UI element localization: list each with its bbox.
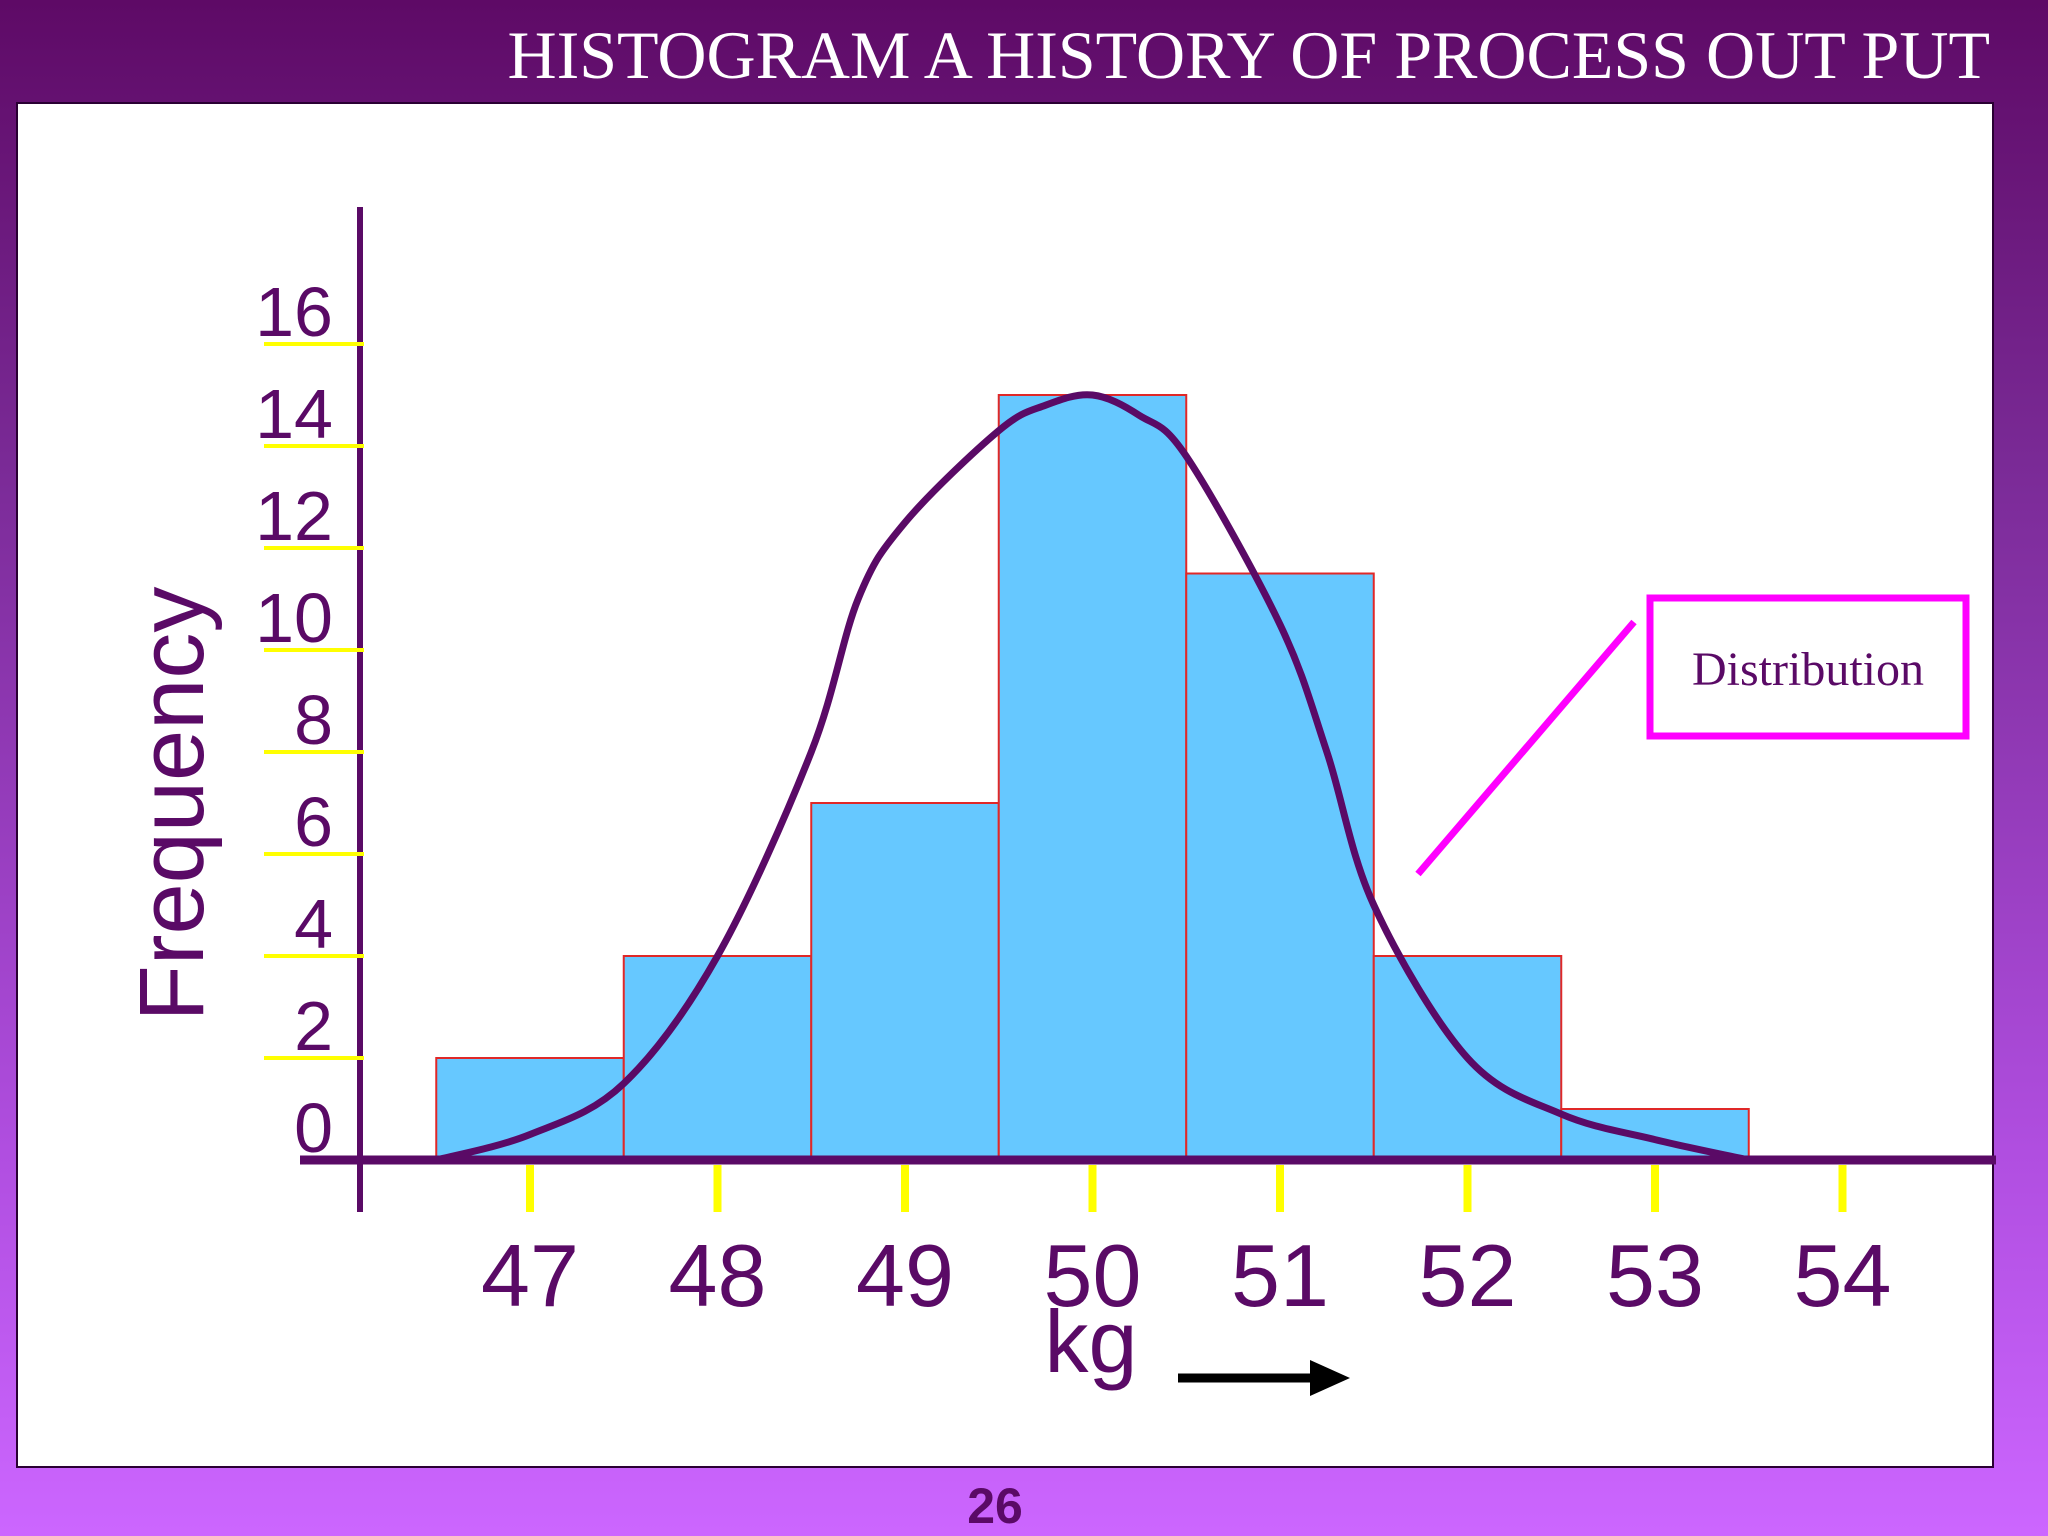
x-axis-arrow-head xyxy=(1310,1360,1350,1396)
y-tick-label-10: 10 xyxy=(255,579,333,657)
x-tick-label-50: 50 xyxy=(1044,1226,1142,1325)
chart-panel: 0 2 4 6 8 10 12 14 16 47 48 49 50 51 52 53 54 Frequency kg… xyxy=(16,102,1996,1468)
x-tick-label-51: 51 xyxy=(1231,1226,1329,1325)
annotation-label: Distribution xyxy=(1692,643,1924,696)
distribution-curve xyxy=(435,391,1750,1164)
y-tick-label-0: 0 xyxy=(294,1089,333,1167)
x-tick-label-47: 47 xyxy=(481,1226,579,1325)
x-tick-label-54: 54 xyxy=(1794,1226,1892,1325)
histogram-chart: 0 2 4 6 8 10 12 14 16 47 48 49 50 51 52 53 54 Frequency kg… xyxy=(121,207,1996,1396)
y-tick-label-2: 2 xyxy=(294,987,333,1065)
histogram-bar-51 xyxy=(1185,572,1375,1161)
slide-title: HISTOGRAM A HISTORY OF PROCESS OUT PUT xyxy=(507,17,1990,93)
y-tick-label-6: 6 xyxy=(294,783,333,861)
x-tick-label-52: 52 xyxy=(1419,1226,1517,1325)
x-tick-label-48: 48 xyxy=(669,1226,767,1325)
annotation-leader-line xyxy=(1415,619,1637,877)
x-axis-label: kg xyxy=(1045,1292,1138,1391)
histogram-bar-49 xyxy=(810,802,1000,1161)
x-tick-label-49: 49 xyxy=(856,1226,954,1325)
y-tick-label-12: 12 xyxy=(255,477,333,555)
y-tick-label-16: 16 xyxy=(255,273,333,351)
page-number: 26 xyxy=(967,1478,1023,1534)
histogram-bar-50 xyxy=(997,394,1188,1161)
annotation-box xyxy=(1646,594,1970,740)
histogram-bar-48 xyxy=(622,955,813,1161)
x-tick-label-53: 53 xyxy=(1606,1226,1704,1325)
y-tick-label-8: 8 xyxy=(294,681,333,759)
y-tick-label-14: 14 xyxy=(255,375,333,453)
y-tick-label-4: 4 xyxy=(294,885,333,963)
y-axis-label: Frequency xyxy=(121,587,223,1022)
